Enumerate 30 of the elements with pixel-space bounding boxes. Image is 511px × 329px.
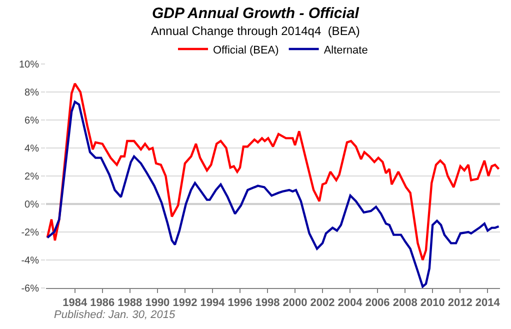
x-tick-label: 1998 — [255, 297, 280, 310]
text: Published: Jan. 30, 2015 — [54, 309, 176, 321]
x-tick-label: 1992 — [172, 297, 198, 310]
x-tick-label: 2014 — [475, 297, 501, 310]
x-tick-label: 1994 — [200, 297, 226, 310]
y-tick-label: 8% — [24, 88, 40, 98]
x-tick-label: 1984 — [62, 297, 88, 310]
x-tick-label: 1986 — [90, 297, 115, 310]
y-tick-label: -4% — [21, 256, 40, 266]
x-tick-label: 1988 — [118, 297, 142, 310]
x-tick-label: 2008 — [392, 297, 418, 310]
x-tick-label: 2004 — [338, 297, 364, 310]
y-tick-label: 4% — [24, 144, 40, 154]
chart-title: GDP Annual Growth - Official — [152, 5, 360, 22]
x-tick-label: 1990 — [145, 297, 170, 310]
y-tick-label: 6% — [24, 116, 40, 126]
y-tick-label: 10% — [18, 60, 40, 70]
x-tick-label: 2002 — [310, 297, 335, 310]
x-tick-label: 2006 — [365, 297, 390, 310]
x-tick-label: 2012 — [448, 297, 472, 310]
x-tick-label: 2000 — [282, 297, 308, 310]
x-tick-label: 1996 — [228, 297, 252, 310]
y-tick-label: 0% — [24, 200, 40, 210]
y-tick-label: 2% — [24, 172, 40, 182]
x-tick-label: 2010 — [420, 297, 445, 310]
y-tick-label: -6% — [21, 284, 40, 294]
legend-label: Alternate — [324, 44, 368, 56]
legend-label: Official (BEA) — [213, 44, 279, 56]
chart-subtitle: Annual Change through 2014q4 (BEA) — [151, 24, 360, 38]
y-tick-label: -2% — [21, 228, 40, 238]
